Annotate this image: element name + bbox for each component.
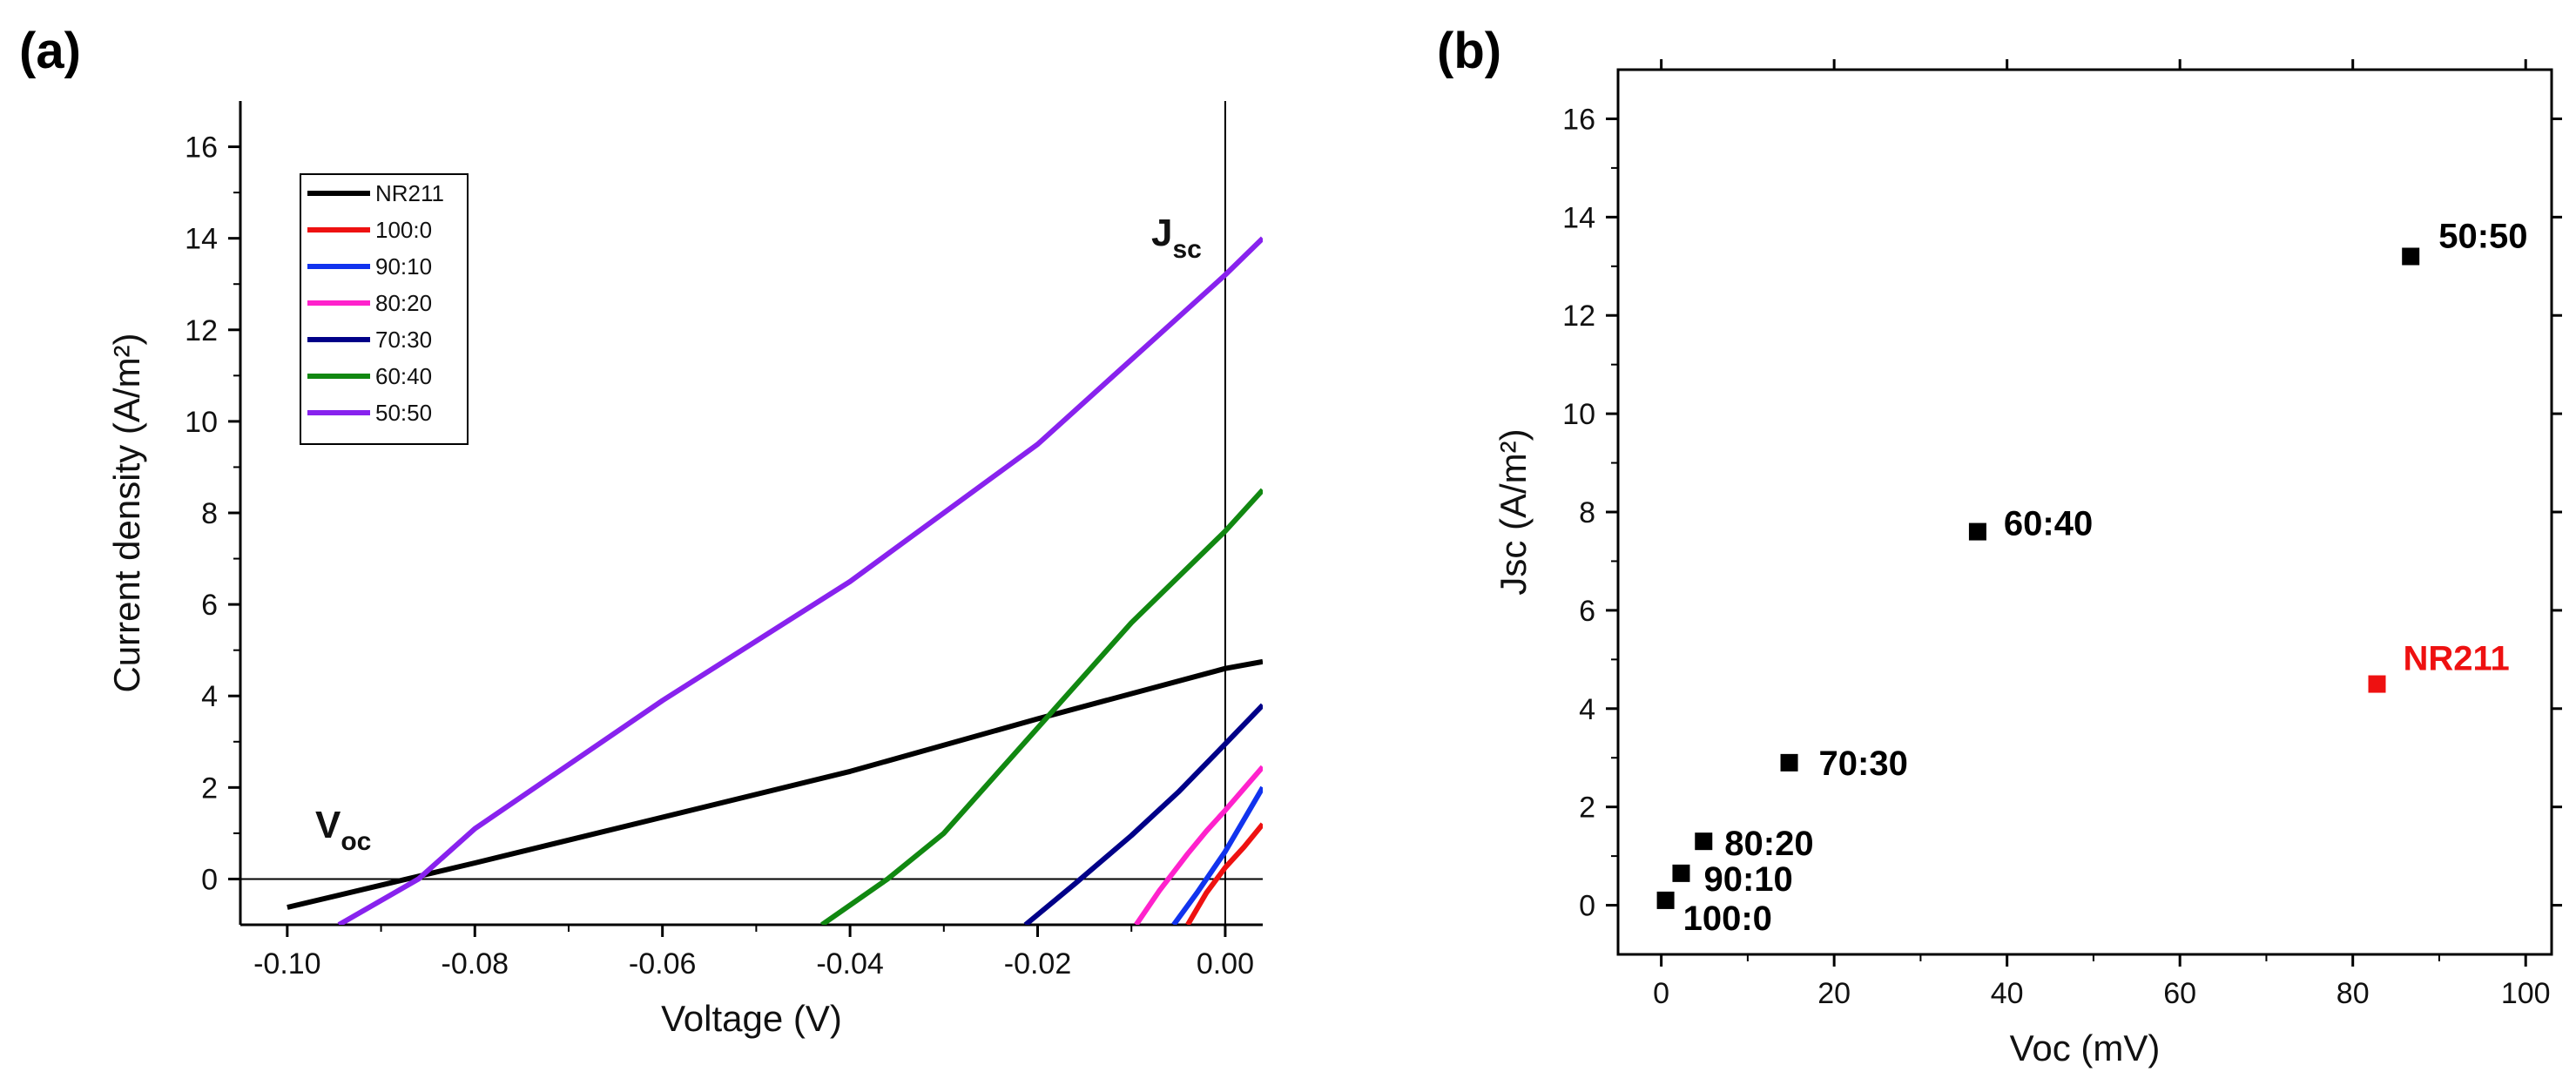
series-group <box>287 236 1263 925</box>
x-tick-label: 40 <box>1991 977 2024 1010</box>
x-tick-label: 60 <box>2163 977 2196 1010</box>
y-tick-label: 0 <box>201 863 218 896</box>
point-label-60-40: 60:40 <box>2004 505 2093 543</box>
legend-label-90-10: 90:10 <box>375 253 432 280</box>
y-tick-label: 12 <box>1562 300 1595 333</box>
point-nr211 <box>2368 675 2386 693</box>
point-label-nr211: NR211 <box>2403 640 2509 678</box>
x-axis-title: Voc (mV) <box>2010 1028 2161 1068</box>
voc-annotation: Voc <box>315 804 371 856</box>
point-70-30 <box>1780 753 1798 772</box>
x-axis-title: Voltage (V) <box>661 998 842 1039</box>
y-tick-label: 16 <box>1562 103 1595 136</box>
y-tick-label: 2 <box>201 772 218 805</box>
legend: NR211 100:0 90:10 80:20 70:30 60:40 50:50 <box>300 173 469 445</box>
x-tick-label: -0.02 <box>1004 947 1072 981</box>
y-tick-label: 14 <box>185 223 218 256</box>
y-tick-label: 14 <box>1562 201 1595 234</box>
series-line-70-30 <box>1023 703 1263 925</box>
series-line-90-10 <box>1171 785 1263 925</box>
x-tick-label: 80 <box>2337 977 2370 1010</box>
x-tick-label: 0 <box>1653 977 1669 1010</box>
series-line-50-50 <box>337 236 1263 925</box>
chart-b: 0 20 40 60 80 100 0 2 4 6 8 10 12 14 16 Voc (mV) Jsc (A/… <box>1493 59 2562 1068</box>
series-line-100-0 <box>1185 822 1263 925</box>
x-tick-label: -0.08 <box>442 947 509 981</box>
x-tick-label: 0.00 <box>1197 947 1254 981</box>
jsc-annotation: Jsc <box>1151 212 1202 264</box>
point-90-10 <box>1672 864 1690 882</box>
point-label-100-0: 100:0 <box>1683 900 1772 938</box>
y-tick-label: 0 <box>1579 890 1595 923</box>
legend-label-80-20: 80:20 <box>375 290 432 316</box>
y-tick-label: 8 <box>201 497 218 530</box>
chart-a: -0.10 -0.08 -0.06 -0.04 -0.02 0.00 0 2 4 6 8 10 12 14… <box>106 101 1263 1039</box>
voc-subscript: oc <box>341 827 371 856</box>
y-tick-label: 16 <box>185 131 218 165</box>
point-100-0 <box>1656 891 1675 909</box>
legend-label-60-40: 60:40 <box>375 363 432 389</box>
panel-b-label: (b) <box>1437 23 1501 79</box>
point-label-70-30: 70:30 <box>1819 745 1908 783</box>
panel-a-label: (a) <box>19 23 81 79</box>
legend-box <box>300 173 469 445</box>
y-tick-label: 4 <box>201 680 218 713</box>
point-50-50 <box>2402 247 2420 266</box>
y-tick-label: 6 <box>1579 595 1595 628</box>
legend-label-70-30: 70:30 <box>375 327 432 353</box>
legend-label-50-50: 50:50 <box>375 400 432 426</box>
jsc-subscript: sc <box>1172 235 1201 264</box>
y-tick-label: 4 <box>1579 693 1595 726</box>
point-80-20 <box>1695 832 1713 851</box>
point-60-40 <box>1968 522 1986 541</box>
series-line-nr211 <box>287 658 1263 910</box>
y-tick-label: 8 <box>1579 496 1595 529</box>
x-tick-label: -0.10 <box>253 947 321 981</box>
y-tick-label: 10 <box>185 406 218 439</box>
point-label-80-20: 80:20 <box>1724 825 1813 863</box>
series-line-60-40 <box>820 488 1263 925</box>
y-axis-title: Jsc (A/m²) <box>1493 428 1534 595</box>
x-tick-label: -0.04 <box>816 947 884 981</box>
point-label-50-50: 50:50 <box>2438 217 2527 255</box>
y-axis-title: Current density (A/m²) <box>106 333 147 692</box>
y-tick-label: 2 <box>1579 792 1595 825</box>
y-tick-label: 12 <box>185 314 218 347</box>
series-line-80-20 <box>1134 765 1263 925</box>
legend-label-nr211: NR211 <box>375 180 444 206</box>
x-tick-label: 20 <box>1817 977 1851 1010</box>
x-tick-label: 100 <box>2501 977 2551 1010</box>
point-label-90-10: 90:10 <box>1703 860 1792 899</box>
legend-label-100-0: 100:0 <box>375 217 432 243</box>
y-tick-label: 10 <box>1562 398 1595 431</box>
y-tick-label: 6 <box>201 589 218 622</box>
x-tick-label: -0.06 <box>629 947 697 981</box>
